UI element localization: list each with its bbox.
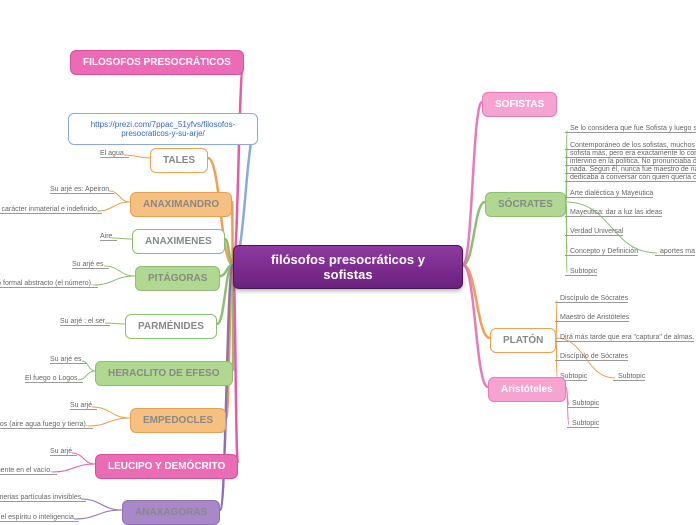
leaf-text: sofista más, pero era exactamente lo con… bbox=[570, 150, 696, 157]
leaf-text: dedicaba a conversar con quien quería co… bbox=[570, 174, 696, 181]
leaf-text: Aire bbox=[100, 233, 112, 240]
link-node[interactable]: https://prezi.com/7ppac_51yfvs/filosofos… bbox=[68, 113, 258, 145]
leaf-text: Su arjé es: Apeiron bbox=[50, 186, 109, 193]
leaf-text: Subtopic bbox=[618, 373, 645, 380]
sofistas-node[interactable]: SOFISTAS bbox=[482, 92, 557, 117]
leaf-text: eterno de carácter inmaterial e indefini… bbox=[0, 206, 97, 213]
leaf-text: Verdad Universal bbox=[570, 228, 623, 235]
leaf-text: El fuego o Logos bbox=[25, 375, 78, 382]
leaf-text: Dirá más tarde que era "captura" de alma… bbox=[560, 334, 694, 341]
leaf-text: El agua bbox=[100, 150, 124, 157]
leaf-text: aportes ma bbox=[660, 248, 695, 255]
anaximenes-node[interactable]: ANAXIMENES bbox=[132, 229, 225, 254]
empedocles-node[interactable]: EMPEDOCLES bbox=[130, 408, 226, 433]
leucipo-node[interactable]: LEUCIPO Y DEMÓCRITO bbox=[95, 454, 238, 479]
leaf-text: Su arjé : el ser bbox=[60, 318, 105, 325]
aristoteles-node[interactable]: Aristóteles bbox=[488, 377, 566, 402]
leaf-text: Subtopic bbox=[572, 420, 599, 427]
platon-node[interactable]: PLATÓN bbox=[490, 328, 556, 353]
leaf-text: Discípulo de Sócrates bbox=[560, 295, 628, 302]
leaf-text: Se lo considera que fue Sofista y luego … bbox=[570, 125, 696, 132]
leaf-text: Su arjé es bbox=[50, 356, 82, 363]
pitagoras-node[interactable]: PITÁGORAS bbox=[135, 266, 220, 291]
leaf-text: Mayeutica: dar a luz las ideas bbox=[570, 209, 662, 216]
leaf-text: Su arjé es bbox=[72, 261, 104, 268]
leaf-text: Su arjé bbox=[50, 448, 72, 455]
parmenides-node[interactable]: PARMÉNIDES bbox=[125, 314, 217, 339]
leaf-text: principio formal abstracto (el número). bbox=[0, 280, 93, 287]
leaf-text: eternamente en el vacío. bbox=[0, 467, 52, 474]
leaf-text: Contemporáneo de los sofistas, muchos cr… bbox=[570, 142, 696, 149]
filosofos-node[interactable]: FILOSOFOS PRESOCRÁTICOS bbox=[70, 50, 244, 75]
tales-node[interactable]: TALES bbox=[150, 148, 208, 173]
leaf-text: elementos (aire agua fuego y tierra). bbox=[0, 421, 88, 428]
leaf-text: Discípulo de Sócrates bbox=[560, 353, 628, 360]
leaf-text: intervino en la política. No pronunciaba… bbox=[570, 158, 696, 165]
leaf-text: Arte dialéctica y Mayeutica bbox=[570, 190, 653, 197]
leaf-text: Su arjé bbox=[70, 402, 92, 409]
heraclito-node[interactable]: HERACLITO DE EFESO bbox=[95, 361, 233, 386]
leaf-text: Homeomerias partículas invisibles bbox=[0, 494, 81, 501]
anaximandro-node[interactable]: ANAXIMANDRO bbox=[130, 192, 232, 217]
leaf-text: Subtopic bbox=[570, 268, 597, 275]
leaf-text: nada. Según él, nunca fue maestro de nad… bbox=[570, 166, 696, 173]
socrates-node[interactable]: SÓCRATES bbox=[485, 192, 566, 217]
anaxagoras-node[interactable]: ANAXAGORAS bbox=[122, 500, 220, 525]
leaf-text: Maestro de Aristóteles bbox=[560, 314, 629, 321]
center-node[interactable]: filósofos presocráticos y sofistas bbox=[233, 245, 463, 289]
leaf-text: Concepto y Definición bbox=[570, 248, 638, 255]
leaf-text: Subtopic bbox=[572, 400, 599, 407]
